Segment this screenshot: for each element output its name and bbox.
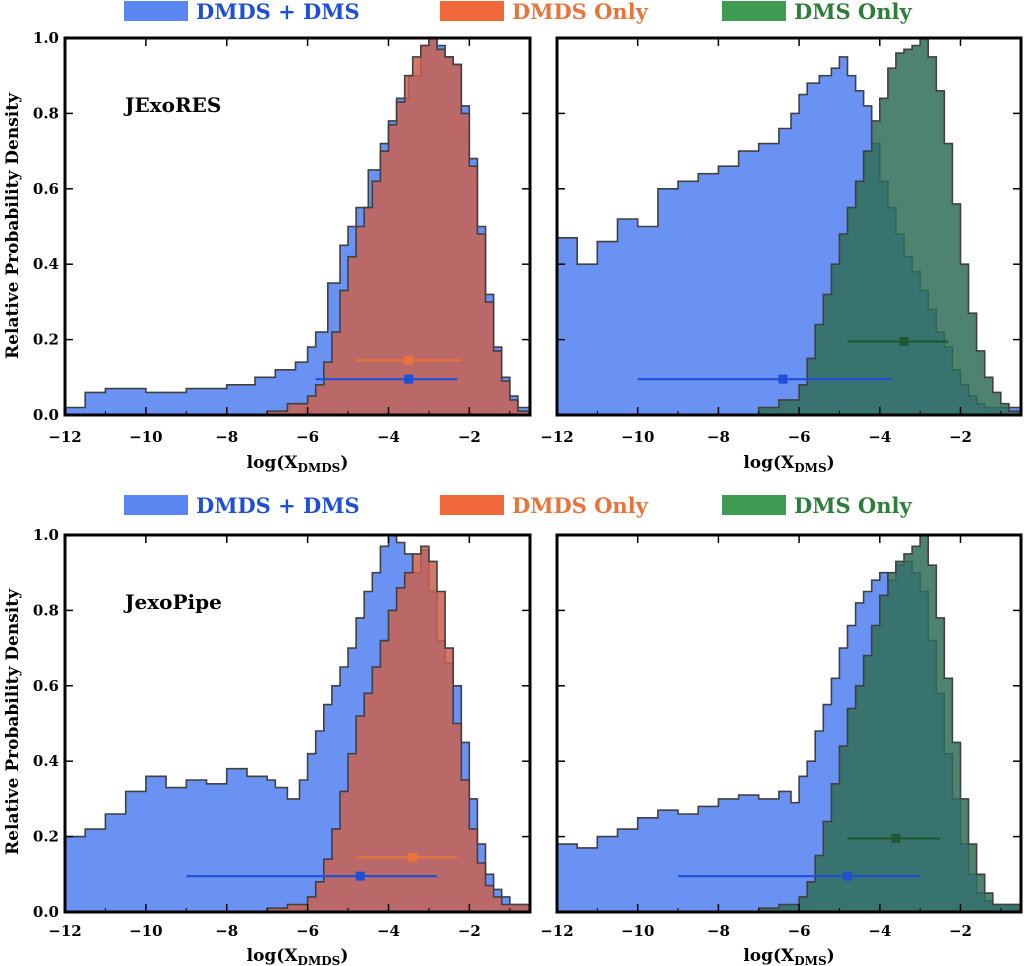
x-axis-label-base: log(X <box>743 946 795 966</box>
x-axis-label-sub: DMS <box>794 461 826 475</box>
x-tick-label: −8 <box>215 922 238 940</box>
x-axis-label-sub: DMDS <box>298 954 341 966</box>
y-tick-label: 0.0 <box>33 903 59 921</box>
x-axis-label: log(XDMS) <box>743 453 834 475</box>
legend-label-dms_only: DMS Only <box>794 493 912 518</box>
legend-swatch-both <box>124 1 188 21</box>
x-tick-label: −2 <box>458 428 481 446</box>
panel-1: −12 −10 −8 −6 −4 −2 log(XDMS) <box>540 36 1023 475</box>
plot-frame <box>63 533 532 914</box>
x-tick-label: −6 <box>788 428 811 446</box>
errorbar-center-both <box>843 871 853 881</box>
y-tick-label: 0.6 <box>33 180 59 198</box>
legend-bottom: DMDS + DMS DMDS Only DMS Only <box>124 493 912 518</box>
y-axis-label-top: Relative Probability Density <box>3 92 23 359</box>
legend-swatch-dms_only <box>722 1 786 21</box>
x-axis-label-sub: DMDS <box>298 461 341 475</box>
x-tick-label: −10 <box>129 922 162 940</box>
x-tick-label: −8 <box>707 428 730 446</box>
x-tick-label: −8 <box>707 922 730 940</box>
errorbar-center-both <box>778 374 788 384</box>
plot-frame <box>555 36 1023 417</box>
x-axis-label-end: ) <box>827 453 835 473</box>
errorbar-center-dmds_only <box>408 852 418 862</box>
x-tick-label: −4 <box>868 428 891 446</box>
hist-dmds_only <box>65 545 530 912</box>
x-axis-label-end: ) <box>340 946 348 966</box>
x-axis-label-sub: DMS <box>794 954 826 966</box>
plot-frame <box>555 533 1023 914</box>
x-tick-label: −4 <box>868 922 891 940</box>
x-tick-label: −8 <box>215 428 238 446</box>
errorbar-center-both <box>355 871 365 881</box>
legend-label-both: DMDS + DMS <box>196 0 360 24</box>
errorbar-center-both <box>404 374 414 384</box>
legend-top: DMDS + DMS DMDS Only DMS Only <box>124 0 912 24</box>
x-tick-label: −6 <box>788 922 811 940</box>
x-axis-label-base: log(X <box>247 453 299 473</box>
y-tick-label: 0.6 <box>33 677 59 695</box>
y-tick-label: 0.2 <box>33 828 59 846</box>
panel-label: JExoRES <box>123 93 221 117</box>
plot-frame <box>63 36 532 417</box>
panels: −12 −10 −8 −6 −4 −20.00.20.40.60.81.0log(XDMD… <box>33 29 1023 966</box>
x-tick-label: −12 <box>540 428 573 446</box>
errorbar-center-dms_only <box>891 833 901 843</box>
y-tick-label: 0.0 <box>33 406 59 424</box>
panel-2: −12 −10 −8 −6 −4 −2 0.0 0.2 0.4 0.6 0.8 1.0 log(XDMD… <box>33 526 532 966</box>
x-tick-label: −10 <box>129 428 162 446</box>
x-axis-label-end: ) <box>340 453 348 473</box>
legend-label-both: DMDS + DMS <box>196 493 360 518</box>
x-tick-label: −10 <box>621 428 654 446</box>
hist-dmds_only <box>65 38 530 415</box>
x-tick-label: −2 <box>949 428 972 446</box>
legend-label-dms_only: DMS Only <box>794 0 912 24</box>
x-axis-label: log(XDMS) <box>743 946 834 966</box>
panel-0: −12 −10 −8 −6 −4 −2 0.0 0.2 0.4 0.6 0.8 1.0 log(XDMD… <box>33 29 532 475</box>
x-tick-label: −12 <box>48 922 81 940</box>
x-tick-label: −4 <box>377 428 400 446</box>
panel-3: −12 −10 −8 −6 −4 −2 log(XDMS) <box>540 533 1023 966</box>
y-tick-label: 1.0 <box>33 526 59 544</box>
x-axis-label: log(XDMDS) <box>247 946 349 966</box>
legend-label-dmds_only: DMDS Only <box>512 0 649 24</box>
x-tick-label: −2 <box>458 922 481 940</box>
legend-swatch-dmds_only <box>440 495 504 515</box>
x-tick-label: −2 <box>949 922 972 940</box>
y-axis-label-bottom: Relative Probability Density <box>3 588 23 855</box>
legend-label-dmds_only: DMDS Only <box>512 493 649 518</box>
y-tick-label: 0.4 <box>33 255 59 273</box>
y-tick-label: 1.0 <box>33 29 59 47</box>
x-tick-label: −4 <box>377 922 400 940</box>
y-tick-label: 0.4 <box>33 752 59 770</box>
x-tick-label: −12 <box>48 428 81 446</box>
x-tick-label: −6 <box>296 428 319 446</box>
errorbar-center-dms_only <box>899 336 909 346</box>
x-tick-label: −6 <box>296 922 319 940</box>
x-tick-label: −12 <box>540 922 573 940</box>
y-tick-label: 0.2 <box>33 331 59 349</box>
x-axis-label: log(XDMDS) <box>247 453 349 475</box>
x-axis-label-base: log(X <box>743 453 795 473</box>
hist-dms_only <box>557 38 1021 415</box>
panel-label: JexoPipe <box>123 590 222 614</box>
y-tick-label: 0.8 <box>33 601 59 619</box>
legend-swatch-dms_only <box>722 495 786 515</box>
errorbar-center-dmds_only <box>404 355 414 365</box>
y-tick-label: 0.8 <box>33 104 59 122</box>
x-tick-label: −10 <box>621 922 654 940</box>
x-axis-label-base: log(X <box>247 946 299 966</box>
x-axis-label-end: ) <box>827 946 835 966</box>
legend-swatch-dmds_only <box>440 1 504 21</box>
legend-swatch-both <box>124 495 188 515</box>
hist-dms_only <box>557 535 1021 912</box>
